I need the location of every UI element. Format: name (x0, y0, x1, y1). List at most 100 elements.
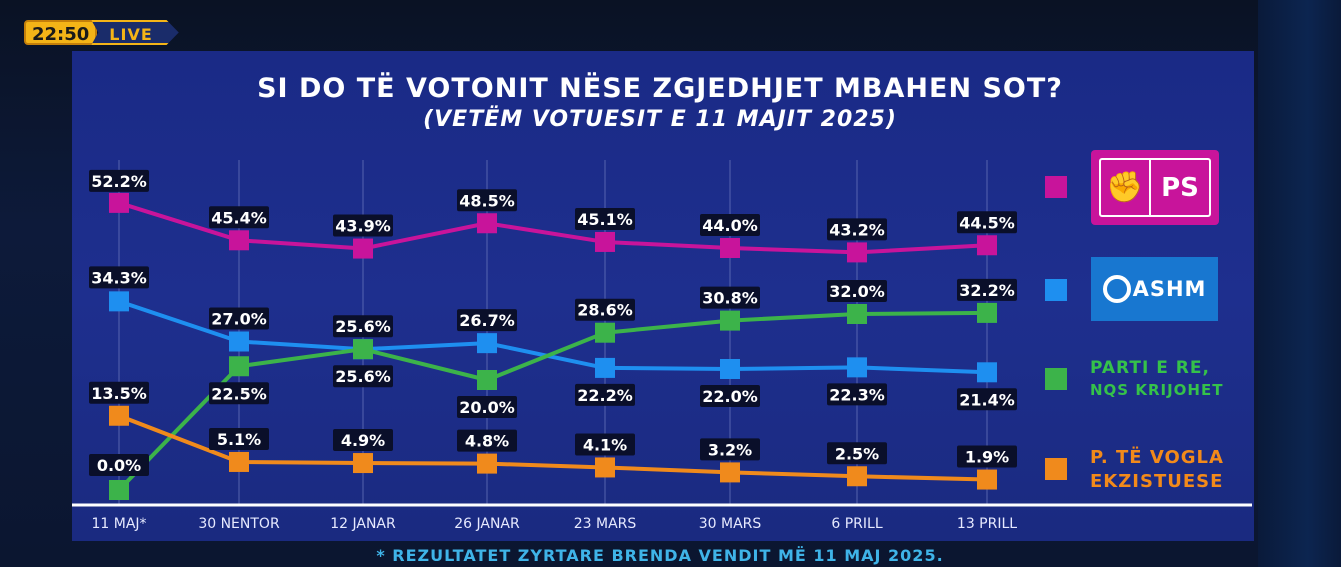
data-label-bg (575, 207, 635, 230)
broadcast-clock: 22:50 (24, 20, 98, 45)
data-label: 45.1% (577, 210, 633, 229)
data-label-bg (700, 286, 760, 309)
ps-logo: ✊ PS (1091, 150, 1219, 225)
data-label: 26.7% (459, 311, 515, 330)
data-point (109, 405, 129, 426)
data-label: 25.6% (335, 317, 391, 336)
data-label: 34.3% (91, 268, 147, 287)
data-label: 4.8% (465, 432, 509, 451)
series-line-2 (117, 310, 988, 492)
data-label: 30.8% (702, 289, 758, 308)
legend-new-party-line1: PARTI E RE, (1090, 358, 1210, 378)
data-label-bg (209, 206, 269, 229)
x-tick-label: 23 MARS (574, 516, 637, 532)
data-point (109, 192, 129, 213)
x-tick-label: 26 JANAR (454, 516, 520, 532)
data-label-bg (827, 218, 887, 241)
data-label: 1.9% (965, 448, 1009, 467)
pd-circle-icon (1102, 275, 1131, 303)
data-label-bg (333, 365, 393, 388)
data-point (847, 466, 867, 487)
x-tick-label: 13 PRILL (957, 516, 1017, 532)
data-label-bg (957, 278, 1017, 301)
data-label-bg (575, 433, 635, 456)
data-label: 32.2% (959, 281, 1015, 300)
live-badge: 22:50 LIVE (24, 20, 179, 45)
data-point (353, 238, 373, 259)
ps-logo-text: PS (1161, 172, 1199, 203)
data-point (477, 333, 497, 354)
data-label: 5.1% (217, 430, 261, 449)
data-point (595, 457, 615, 478)
data-label: 25.6% (335, 367, 391, 386)
data-label-bg (457, 429, 517, 452)
data-point (595, 357, 615, 378)
data-label: 22.0% (702, 387, 758, 406)
data-label: 21.4% (959, 390, 1015, 409)
data-label: 20.0% (459, 398, 515, 417)
data-label-bg (575, 298, 635, 321)
data-label-bg (209, 382, 269, 405)
data-label-bg (89, 381, 149, 404)
data-label-bg (457, 396, 517, 418)
data-label-bg (333, 429, 393, 452)
data-point (353, 453, 373, 474)
data-point (229, 451, 249, 472)
legend-small-parties-line2: EKZISTUESE (1090, 471, 1224, 492)
data-point (720, 359, 740, 379)
data-point (353, 339, 373, 360)
data-point (977, 235, 997, 256)
data-label: 13.5% (91, 384, 147, 403)
data-label-bg (209, 427, 269, 450)
data-label-bg (957, 388, 1017, 411)
footer-note: * REZULTATET ZYRTARE BRENDA VENDIT MË 11… (376, 546, 944, 565)
pd-ashm-logo: ASHM (1091, 257, 1218, 321)
data-point (977, 362, 997, 383)
data-label: 27.0% (211, 310, 267, 329)
data-label-bg (89, 169, 149, 192)
legend-swatch-ps (1045, 176, 1067, 198)
data-point (595, 231, 615, 252)
series-line-0 (118, 200, 988, 255)
data-label-bg (209, 307, 269, 330)
x-tick-label: 30 MARS (699, 516, 762, 532)
data-label: 43.2% (829, 220, 885, 239)
legend-small-parties-line1: P. TË VOGLA (1090, 447, 1224, 468)
data-label: 32.0% (829, 282, 885, 301)
data-label: 48.5% (459, 191, 515, 210)
data-point (720, 310, 740, 331)
data-label: 44.5% (959, 213, 1015, 232)
data-point (229, 230, 249, 251)
data-point (477, 453, 497, 474)
data-label-bg (957, 211, 1017, 234)
data-label: 22.5% (211, 384, 267, 403)
x-tick-label: 11 MAJ* (91, 516, 146, 532)
data-point (477, 370, 497, 390)
data-label-bg (457, 189, 517, 212)
data-label: 44.0% (702, 216, 758, 235)
data-label-bg (700, 385, 760, 407)
chart-subtitle: (VETËM VOTUESIT E 11 MAJIT 2025) (423, 107, 897, 132)
data-label-bg (957, 445, 1017, 468)
data-label: 3.2% (708, 440, 752, 459)
data-label: 43.9% (335, 217, 391, 236)
data-point (109, 291, 129, 312)
x-tick-label: 30 NENTOR (198, 516, 280, 532)
data-label: 4.1% (583, 435, 627, 454)
data-point (229, 356, 249, 377)
data-label: 0.0% (97, 456, 141, 475)
data-point (109, 480, 129, 500)
x-tick-label: 12 JANAR (330, 516, 396, 532)
data-label: 28.6% (577, 301, 633, 320)
data-point (847, 357, 867, 378)
data-point (977, 302, 997, 323)
data-point (477, 213, 497, 234)
data-point (720, 462, 740, 483)
legend-swatch-small-parties (1045, 458, 1067, 480)
series-line-3 (118, 413, 988, 482)
data-point (847, 304, 867, 324)
x-tick-label: 6 PRILL (831, 516, 882, 532)
data-point (977, 469, 997, 490)
data-label-bg (827, 280, 887, 302)
